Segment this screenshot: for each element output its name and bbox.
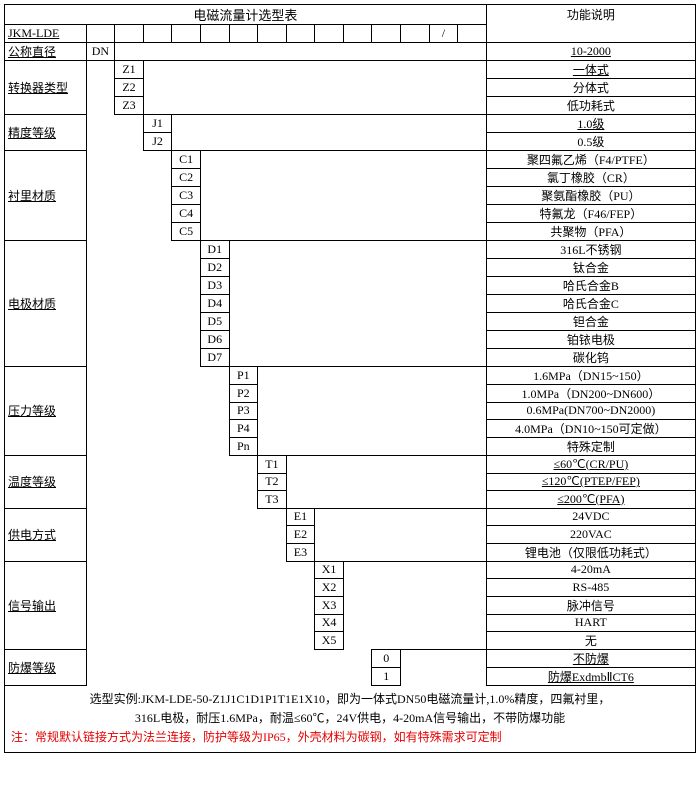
group-label: 转换器类型 — [5, 60, 87, 114]
code-cell: 1 — [372, 668, 401, 686]
code-cell: C4 — [172, 204, 201, 222]
code-cell: Z1 — [115, 60, 144, 78]
desc-cell: 聚氨酯橡胶（PU） — [486, 186, 695, 204]
desc-cell: 分体式 — [486, 78, 695, 96]
desc-cell: 聚四氟乙烯（F4/PTFE） — [486, 150, 695, 168]
code-cell: Pn — [229, 438, 258, 456]
example-line1: 选型实例:JKM-LDE-50-Z1J1C1D1P1T1E1X10，即为一体式D… — [11, 690, 689, 709]
desc-cell: 无 — [486, 632, 695, 650]
code-cell: D4 — [200, 294, 229, 312]
desc-cell: 脉冲信号 — [486, 596, 695, 614]
code-cell: J2 — [143, 132, 172, 150]
code-cell: P4 — [229, 420, 258, 438]
desc-cell: 不防爆 — [486, 650, 695, 668]
desc-cell: 锂电池（仅限低功耗式） — [486, 543, 695, 561]
code-cell: X2 — [315, 579, 344, 597]
desc-cell: ≤60℃(CR/PU) — [486, 456, 695, 474]
code-cell: D3 — [200, 276, 229, 294]
code-cell: T2 — [258, 473, 287, 491]
desc-cell: 1.0MPa（DN200~DN600） — [486, 384, 695, 402]
desc-cell: RS-485 — [486, 579, 695, 597]
desc-cell: 4.0MPa（DN10~150可定做） — [486, 420, 695, 438]
desc-cell: 0.6MPa(DN700~DN2000) — [486, 402, 695, 420]
desc-header: 功能说明 — [486, 5, 695, 25]
code-cell: P1 — [229, 366, 258, 384]
code-cell: X4 — [315, 614, 344, 632]
desc-cell: 哈氏合金B — [486, 276, 695, 294]
group-label: 公称直径 — [5, 42, 87, 60]
code-cell: D6 — [200, 330, 229, 348]
code-cell: D5 — [200, 312, 229, 330]
model-prefix: JKM-LDE — [5, 25, 87, 43]
desc-cell: 碳化钨 — [486, 348, 695, 366]
desc-cell: 1.6MPa（DN15~150） — [486, 366, 695, 384]
code-cell: 0 — [372, 650, 401, 668]
group-label: 信号输出 — [5, 561, 87, 650]
desc-cell: 哈氏合金C — [486, 294, 695, 312]
desc-cell: 316L不锈钢 — [486, 240, 695, 258]
code-cell: D2 — [200, 258, 229, 276]
code-cell: DN — [86, 42, 115, 60]
desc-cell: ≤200℃(PFA) — [486, 491, 695, 509]
desc-cell: 低功耗式 — [486, 96, 695, 114]
desc-cell: 共聚物（PFA） — [486, 222, 695, 240]
desc-cell: 防爆ExdmbⅡCT6 — [486, 668, 695, 686]
desc-cell: 24VDC — [486, 508, 695, 526]
desc-cell: 铂铱电极 — [486, 330, 695, 348]
group-label: 供电方式 — [5, 508, 87, 561]
code-cell: C1 — [172, 150, 201, 168]
desc-cell: 0.5级 — [486, 132, 695, 150]
code-cell: X3 — [315, 596, 344, 614]
desc-cell: 一体式 — [486, 60, 695, 78]
desc-cell: ≤120℃(PTEP/FEP) — [486, 473, 695, 491]
code-cell: X1 — [315, 561, 344, 579]
code-cell: T1 — [258, 456, 287, 474]
code-cell: E3 — [286, 543, 315, 561]
desc-cell: 氯丁橡胶（CR） — [486, 168, 695, 186]
desc-cell: 10-2000 — [486, 42, 695, 60]
example-line2: 316L电极，耐压1.6MPa，耐温≤60℃，24V供电，4-20mA信号输出，… — [11, 709, 689, 728]
desc-cell: 220VAC — [486, 526, 695, 544]
selection-table: 电磁流量计选型表功能说明JKM-LDE/公称直径DN10-2000转换器类型Z1… — [4, 4, 696, 686]
group-label: 压力等级 — [5, 366, 87, 456]
group-label: 温度等级 — [5, 456, 87, 509]
code-cell: D1 — [200, 240, 229, 258]
group-label: 防爆等级 — [5, 650, 87, 686]
code-cell: Z2 — [115, 78, 144, 96]
code-cell: P2 — [229, 384, 258, 402]
code-cell: J1 — [143, 114, 172, 132]
code-cell: T3 — [258, 491, 287, 509]
desc-cell: HART — [486, 614, 695, 632]
example-box: 选型实例:JKM-LDE-50-Z1J1C1D1P1T1E1X10，即为一体式D… — [4, 686, 696, 753]
code-cell: P3 — [229, 402, 258, 420]
code-cell: Z3 — [115, 96, 144, 114]
group-label: 精度等级 — [5, 114, 87, 150]
desc-cell: 特殊定制 — [486, 438, 695, 456]
code-cell: X5 — [315, 632, 344, 650]
example-note: 注：常规默认链接方式为法兰连接，防护等级为IP65，外壳材料为碳钢，如有特殊需求… — [11, 728, 689, 747]
desc-cell: 钽合金 — [486, 312, 695, 330]
desc-cell: 钛合金 — [486, 258, 695, 276]
code-cell: C3 — [172, 186, 201, 204]
code-cell: E1 — [286, 508, 315, 526]
group-label: 电极材质 — [5, 240, 87, 366]
code-cell: C2 — [172, 168, 201, 186]
code-cell: D7 — [200, 348, 229, 366]
desc-cell: 特氟龙（F46/FEP） — [486, 204, 695, 222]
desc-cell: 4-20mA — [486, 561, 695, 579]
table-title: 电磁流量计选型表 — [5, 5, 487, 25]
desc-cell: 1.0级 — [486, 114, 695, 132]
code-cell: E2 — [286, 526, 315, 544]
group-label: 衬里材质 — [5, 150, 87, 240]
code-cell: C5 — [172, 222, 201, 240]
